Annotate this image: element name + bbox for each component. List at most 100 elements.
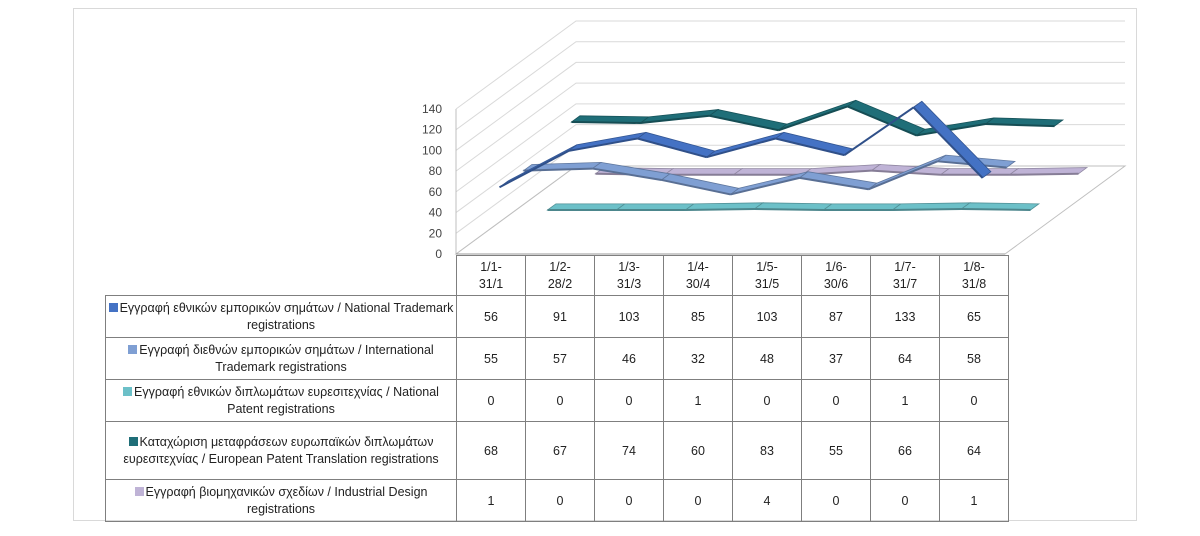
table-row: Καταχώριση μεταφράσεων ευρωπαϊκών διπλωμ… xyxy=(105,421,1009,480)
series-name: Εγγραφή εθνικών εμπορικών σημάτων / Nati… xyxy=(119,300,454,332)
data-label: 55 xyxy=(456,337,526,380)
series-2-edge xyxy=(754,207,824,211)
series-1-edge xyxy=(661,178,731,196)
data-label: 0 xyxy=(939,379,1009,422)
data-label: 91 xyxy=(525,295,595,338)
series-0-edge xyxy=(499,150,569,189)
category-label: 1/7- 31/7 xyxy=(870,255,940,296)
data-label: 68 xyxy=(456,421,526,480)
gridline xyxy=(455,82,1125,172)
data-label: 1 xyxy=(663,379,733,422)
series-legend-label: Εγγραφή εθνικών διπλωμάτων ευρεσιτεχνίας… xyxy=(105,379,457,422)
category-label: 1/6- 30/6 xyxy=(801,255,871,296)
gridline xyxy=(455,103,1125,193)
data-label: 48 xyxy=(732,337,802,380)
data-label: 103 xyxy=(732,295,802,338)
series-legend-label: Εγγραφή βιομηχανικών σχεδίων / Industria… xyxy=(105,479,457,522)
data-label: 103 xyxy=(594,295,664,338)
data-label: 0 xyxy=(594,479,664,522)
data-label: 1 xyxy=(939,479,1009,522)
legend-swatch-icon xyxy=(108,302,118,312)
data-label: 1 xyxy=(456,479,526,522)
series-3-edge xyxy=(985,123,1055,128)
data-label: 0 xyxy=(732,379,802,422)
data-label: 0 xyxy=(663,479,733,522)
legend-swatch-icon xyxy=(134,486,144,496)
data-label: 37 xyxy=(801,337,871,380)
series-legend-label: Εγγραφή διεθνών εμπορικών σημάτων / Inte… xyxy=(105,337,457,380)
category-label: 1/1- 31/1 xyxy=(456,255,526,296)
data-label: 57 xyxy=(525,337,595,380)
data-label: 133 xyxy=(870,295,940,338)
series-3-segment xyxy=(708,109,788,131)
table-corner xyxy=(106,256,457,296)
series-name: Καταχώριση μεταφράσεων ευρωπαϊκών διπλωμ… xyxy=(123,434,439,466)
data-label: 64 xyxy=(870,337,940,380)
data-label: 0 xyxy=(801,379,871,422)
data-label: 1 xyxy=(870,379,940,422)
data-label: 58 xyxy=(939,337,1009,380)
gridline xyxy=(455,144,1125,234)
series-3-edge xyxy=(571,120,641,125)
series-2-edge xyxy=(961,207,1031,211)
category-label: 1/4- 30/4 xyxy=(663,255,733,296)
category-label: 1/3- 31/3 xyxy=(594,255,664,296)
series-0-edge xyxy=(775,137,845,157)
series-4-edge xyxy=(1009,172,1079,176)
data-label: 4 xyxy=(732,479,802,522)
data-label: 0 xyxy=(594,379,664,422)
series-2-edge xyxy=(892,207,962,211)
data-label: 46 xyxy=(594,337,664,380)
category-label: 1/8- 31/8 xyxy=(939,255,1009,296)
data-label: 0 xyxy=(870,479,940,522)
data-label: 60 xyxy=(663,421,733,480)
gridline xyxy=(455,61,1125,151)
data-label: 65 xyxy=(939,295,1009,338)
series-0-edge xyxy=(843,106,915,156)
data-label: 85 xyxy=(663,295,733,338)
y-tick-label: 60 xyxy=(429,185,443,199)
series-3-edge xyxy=(847,105,917,137)
data-label: 87 xyxy=(801,295,871,338)
series-legend-label: Εγγραφή εθνικών εμπορικών σημάτων / Nati… xyxy=(105,295,457,338)
table-row: Εγγραφή διεθνών εμπορικών σημάτων / Inte… xyxy=(105,337,1009,380)
series-3-segment xyxy=(846,99,926,136)
data-label: 55 xyxy=(801,421,871,480)
y-tick-label: 40 xyxy=(429,206,443,220)
data-label: 0 xyxy=(525,479,595,522)
series-legend-label: Καταχώριση μεταφράσεων ευρωπαϊκών διπλωμ… xyxy=(105,421,457,480)
data-label: 0 xyxy=(801,479,871,522)
data-label: 74 xyxy=(594,421,664,480)
series-0-edge xyxy=(637,137,707,159)
series-1-edge xyxy=(799,176,869,191)
legend-swatch-icon xyxy=(123,386,133,396)
series-0-segment xyxy=(636,131,716,158)
series-name: Εγγραφή βιομηχανικών σχεδίων / Industria… xyxy=(145,484,428,516)
series-2-edge xyxy=(685,207,755,211)
y-tick-label: 80 xyxy=(429,164,443,178)
data-label: 56 xyxy=(456,295,526,338)
legend-swatch-icon xyxy=(128,436,138,446)
series-1-edge xyxy=(730,176,800,196)
series-0-segment xyxy=(774,131,854,156)
series-name: Εγγραφή εθνικών διπλωμάτων ευρεσιτεχνίας… xyxy=(134,384,439,416)
data-label: 32 xyxy=(663,337,733,380)
series-0-edge xyxy=(912,106,984,179)
category-label: 1/2- 28/2 xyxy=(525,255,595,296)
y-tick-label: 100 xyxy=(422,143,442,157)
y-tick-label: 0 xyxy=(435,247,442,261)
series-1-edge xyxy=(592,167,662,181)
series-1-edge xyxy=(523,167,593,172)
data-label: 64 xyxy=(939,421,1009,480)
series-name: Εγγραφή διεθνών εμπορικών σημάτων / Inte… xyxy=(139,342,434,374)
data-label: 67 xyxy=(525,421,595,480)
y-tick-label: 20 xyxy=(429,226,443,240)
series-3-edge xyxy=(709,114,779,132)
series-3-edge xyxy=(640,114,710,125)
data-label: 0 xyxy=(456,379,526,422)
table-row: Εγγραφή εθνικών εμπορικών σημάτων / Nati… xyxy=(105,295,1009,338)
data-label: 0 xyxy=(525,379,595,422)
gridline xyxy=(455,41,1125,131)
y-tick-label: 140 xyxy=(422,102,442,116)
